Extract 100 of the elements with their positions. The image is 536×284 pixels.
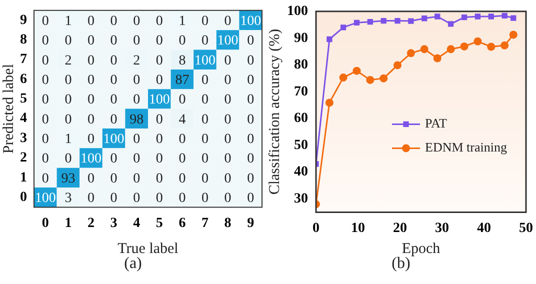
data-label: 0	[247, 132, 254, 147]
y-tick-label: 50	[294, 138, 308, 153]
text: (a)	[124, 254, 142, 274]
data-label: 0	[224, 53, 232, 68]
data-label: 0	[156, 14, 163, 29]
data-label: 100	[148, 92, 170, 108]
y-tick-label: 80	[294, 58, 308, 73]
data-label: 0	[247, 72, 254, 88]
data-label: 0	[88, 34, 94, 49]
data-label: 0	[42, 72, 49, 88]
x-tick-label: 6	[178, 216, 186, 232]
data-label: 0	[110, 92, 118, 108]
y-axis-title: Predicted label	[0, 64, 17, 154]
data-label: 0	[64, 152, 72, 167]
y-tick-label: 5	[20, 92, 27, 107]
data-label: 0	[110, 191, 118, 206]
point	[340, 24, 346, 30]
data-label: 0	[224, 72, 232, 88]
data-label: 0	[202, 72, 208, 88]
data-label: 0	[202, 112, 208, 128]
data-label: 0	[42, 152, 49, 167]
data-label: 0	[156, 132, 163, 147]
data-label: 0	[224, 92, 232, 108]
data-label: 0	[133, 14, 140, 29]
point	[393, 61, 402, 70]
data-label: 93	[61, 171, 76, 186]
data-label: 100	[240, 14, 262, 29]
y-tick-label: 9	[20, 12, 27, 28]
y-tick-label: 70	[294, 84, 308, 100]
y-tick-label: 2	[20, 150, 27, 166]
x-tick-label: 30	[435, 221, 449, 236]
data-label: 0	[202, 171, 208, 186]
data-label: 2	[133, 53, 140, 68]
y-tick-label: 90	[294, 30, 308, 46]
data-label: 0	[224, 171, 232, 186]
y-tick-label: 8	[20, 32, 27, 48]
data-label: 0	[156, 72, 163, 88]
legend-label: PAT	[425, 116, 447, 131]
data-label: 0	[178, 152, 186, 167]
data-label: 0	[247, 171, 254, 186]
y-tick-label: 1	[20, 170, 27, 186]
data-label: 100	[80, 152, 102, 167]
x-tick-label: 10	[351, 221, 365, 236]
x-tick-label: 50	[519, 221, 533, 236]
data-label: 0	[178, 132, 186, 147]
point	[474, 14, 481, 20]
data-label: 0	[110, 112, 118, 128]
data-label: 0	[110, 171, 118, 186]
x-tick-label: 40	[477, 221, 491, 236]
data-label: 0	[88, 14, 94, 29]
data-label: 0	[247, 112, 254, 128]
point	[500, 41, 509, 50]
data-label: 100	[217, 34, 238, 49]
point	[510, 15, 516, 21]
data-label: 0	[224, 112, 232, 128]
data-label: 0	[88, 171, 94, 186]
point	[380, 74, 388, 82]
point	[460, 42, 468, 50]
y-tick-label: 6	[20, 72, 27, 87]
data-label: 0	[110, 53, 118, 68]
y-tick-label: 100	[287, 4, 308, 20]
data-label: 0	[156, 152, 163, 167]
data-label: 0	[178, 34, 186, 49]
data-label: 0	[110, 152, 118, 167]
x-tick-label: 4	[133, 216, 140, 232]
x-tick-label: 3	[110, 216, 118, 232]
data-label: 1	[64, 132, 72, 147]
x-tick-label: 20	[393, 221, 407, 236]
data-label: 0	[64, 92, 72, 108]
x-tick-label: 1	[64, 216, 72, 232]
data-label: 0	[202, 152, 208, 167]
point	[509, 30, 518, 39]
data-label: 0	[247, 92, 254, 108]
data-label: 0	[202, 92, 208, 108]
data-label: 0	[133, 72, 140, 88]
data-label: 98	[130, 112, 144, 128]
point	[408, 18, 414, 24]
data-label: 0	[178, 171, 186, 186]
data-label: 0	[224, 132, 232, 147]
text: (b)	[392, 255, 410, 274]
data-label: 0	[110, 72, 118, 88]
point	[352, 66, 361, 75]
point	[367, 19, 374, 25]
data-label: 3	[64, 191, 72, 206]
data-label: 100	[194, 53, 216, 68]
data-label: 0	[156, 191, 163, 206]
point	[433, 54, 442, 62]
point	[461, 14, 468, 20]
point	[325, 98, 334, 107]
data-label: 0	[247, 152, 254, 167]
data-label: 0	[133, 171, 140, 186]
data-label: 0	[224, 191, 232, 206]
data-label: 0	[247, 53, 254, 68]
point	[474, 37, 482, 46]
data-label: 0	[42, 92, 49, 108]
point	[380, 18, 386, 24]
data-label: 8	[178, 53, 186, 68]
x-tick-label: 0	[42, 216, 49, 232]
data-label: 0	[88, 112, 94, 128]
y-tick-label: 40	[294, 164, 308, 180]
